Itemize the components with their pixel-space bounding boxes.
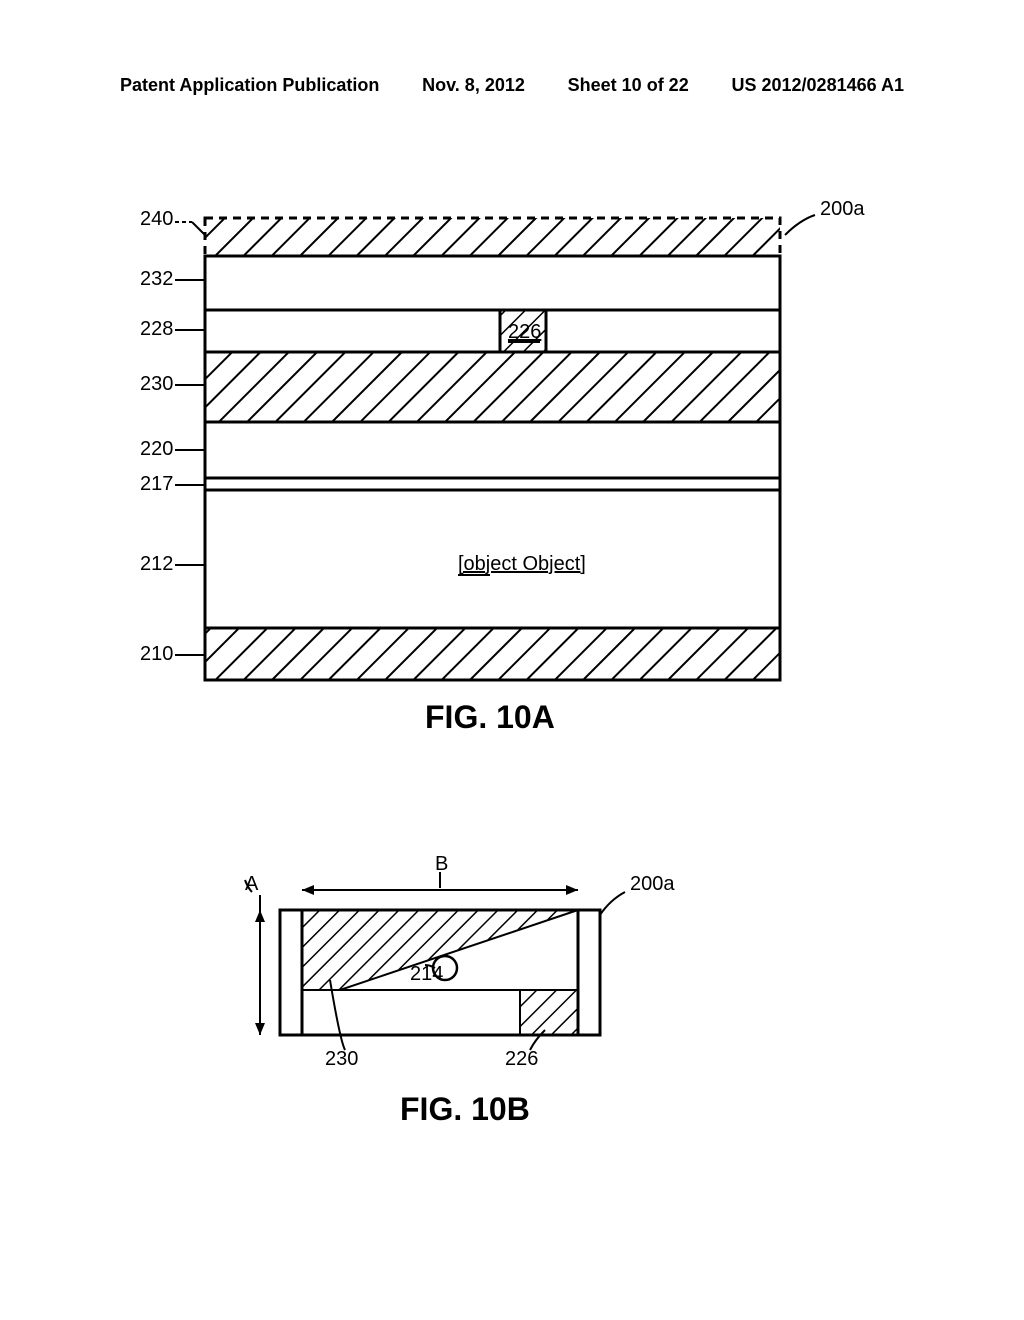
svg-text:210: 210 xyxy=(140,643,173,665)
label-200a: 200a xyxy=(785,198,865,235)
dimension-b: B xyxy=(302,853,578,895)
svg-text:212: 212 xyxy=(140,553,173,575)
figure-10a: 240 232 228 230 220 217 xyxy=(140,198,865,735)
label-200a-b: 200a xyxy=(600,873,675,915)
label-217: 217 xyxy=(140,473,205,495)
label-240: 240 xyxy=(140,208,205,235)
svg-text:240: 240 xyxy=(140,208,173,230)
svg-text:230: 230 xyxy=(140,373,173,395)
label-210: 210 xyxy=(140,643,205,665)
svg-text:217: 217 xyxy=(140,473,173,495)
figure-10b: A B 200a 214 xyxy=(245,853,675,1127)
label-214-b: 214 xyxy=(410,963,443,985)
page-header: Patent Application Publication Nov. 8, 2… xyxy=(0,75,1024,96)
svg-text:230: 230 xyxy=(325,1048,358,1070)
label-228: 228 xyxy=(140,318,205,340)
label-212: 212 xyxy=(140,553,205,575)
svg-text:228: 228 xyxy=(140,318,173,340)
label-232: 232 xyxy=(140,268,205,290)
svg-text:200a: 200a xyxy=(630,873,675,895)
label-220: 220 xyxy=(140,438,205,460)
label-230-b: 230 xyxy=(325,980,358,1070)
svg-text:200a: 200a xyxy=(820,198,865,220)
svg-text:214: 214 xyxy=(410,963,443,985)
dimension-a: A xyxy=(245,873,265,1035)
svg-text:B: B xyxy=(435,853,448,875)
inner-label-226: 226 xyxy=(508,321,541,343)
publication-type: Patent Application Publication xyxy=(120,75,379,96)
svg-text:232: 232 xyxy=(140,268,173,290)
fig-10a-title: FIG. 10A xyxy=(425,699,555,735)
figure-container: 240 232 228 230 220 217 xyxy=(120,180,890,1230)
fig-10b-title: FIG. 10B xyxy=(400,1091,530,1127)
label-230: 230 xyxy=(140,373,205,395)
svg-text:220: 220 xyxy=(140,438,173,460)
svg-text:226: 226 xyxy=(505,1048,538,1070)
publication-date: Nov. 8, 2012 xyxy=(422,75,525,96)
publication-number: US 2012/0281466 A1 xyxy=(732,75,904,96)
inner-label-214: [object Object] xyxy=(458,553,586,575)
sheet-number: Sheet 10 of 22 xyxy=(568,75,689,96)
